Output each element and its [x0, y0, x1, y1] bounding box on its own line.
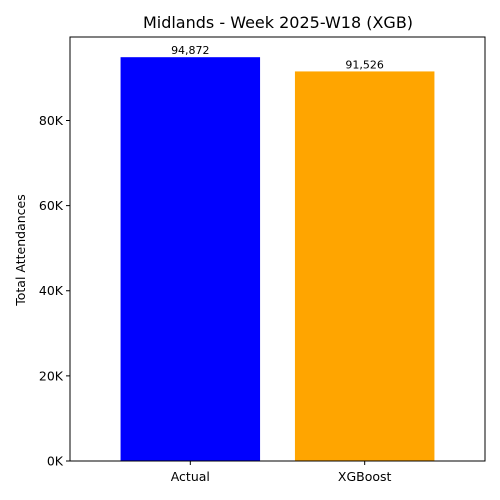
y-tick-label: 80K	[39, 113, 64, 128]
x-axis-ticks: Actual XGBoost	[171, 461, 392, 484]
data-label-actual: 94,872	[171, 44, 210, 57]
y-tick-label: 20K	[39, 368, 64, 383]
bar-actual	[120, 57, 261, 461]
y-tick-label: 0K	[47, 454, 64, 469]
data-label-xgboost: 91,526	[345, 58, 384, 71]
plot-frame	[69, 36, 486, 462]
x-tick-label: XGBoost	[338, 469, 392, 484]
x-tick-label: Actual	[171, 469, 210, 484]
data-labels-group: 94,872 91,526	[171, 44, 384, 71]
y-tick-label: 40K	[39, 283, 64, 298]
bar-xgboost	[294, 71, 435, 461]
y-tick-label: 60K	[39, 198, 64, 213]
bars-group	[120, 57, 435, 461]
y-axis-ticks: 0K 20K 40K 60K 80K	[39, 113, 70, 469]
chart-title: Midlands - Week 2025-W18 (XGB)	[143, 13, 413, 32]
y-axis-label: Total Attendances	[13, 194, 28, 307]
